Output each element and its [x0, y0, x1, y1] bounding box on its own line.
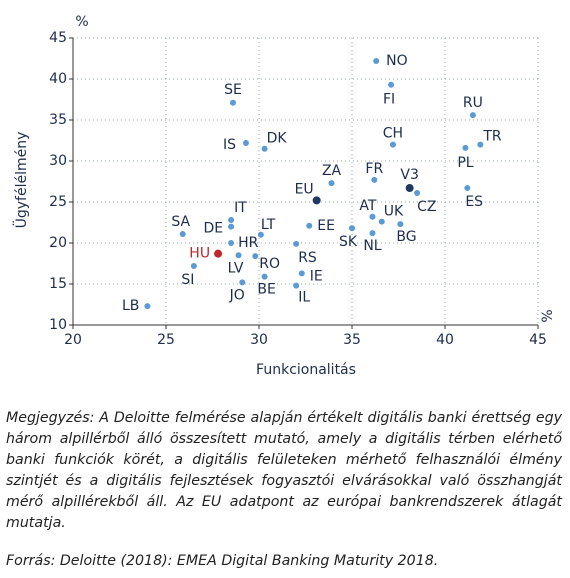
y-axis-label: Ügyfélélmény: [12, 132, 30, 229]
point: [293, 282, 300, 289]
point: [228, 240, 235, 246]
point: [228, 217, 235, 224]
point-label: SK: [339, 234, 358, 250]
point: [293, 240, 300, 247]
y-tick-label: 45: [49, 30, 67, 46]
point-label: ES: [465, 194, 483, 210]
point: [242, 139, 249, 146]
note: Megjegyzés: A Deloitte felmérése alapján…: [6, 410, 562, 531]
point-label: UK: [384, 204, 404, 220]
point: [477, 141, 484, 148]
y-tick-label: 25: [49, 194, 67, 210]
y-tick-label: 20: [49, 235, 67, 251]
point-label: HR: [238, 235, 259, 251]
point: [144, 303, 151, 310]
point-label: SI: [181, 272, 194, 288]
point-label: V3: [400, 167, 418, 183]
y-tick-label: 35: [49, 112, 67, 128]
point-label: RS: [298, 250, 317, 266]
point-label: BG: [396, 229, 416, 245]
point: [306, 222, 313, 229]
point: [228, 223, 235, 230]
x-tick-label: 30: [250, 332, 268, 348]
point-label: FR: [365, 161, 383, 177]
point: [389, 141, 396, 148]
point: [464, 185, 471, 192]
point: [469, 112, 476, 119]
point-label: JO: [229, 287, 245, 303]
point: [397, 221, 404, 228]
y-tick-label: 30: [49, 153, 67, 169]
x-tick-label: 20: [64, 332, 82, 348]
point-label: FI: [383, 92, 395, 108]
point-label: AT: [359, 198, 376, 214]
point: [179, 230, 186, 237]
source: Forrás: Deloitte (2018): EMEA Digital Ba…: [6, 553, 439, 569]
point: [414, 189, 421, 196]
x-unit: %: [540, 309, 556, 322]
point-label: EE: [317, 218, 335, 234]
point: [369, 213, 376, 220]
y-tick-label: 15: [49, 276, 67, 292]
point-label: DK: [267, 131, 288, 147]
point-label: TR: [482, 129, 502, 145]
point: [298, 270, 305, 277]
point: [239, 279, 246, 286]
point: [261, 145, 268, 152]
point: [369, 230, 376, 237]
point: [261, 273, 268, 280]
y-unit: %: [75, 14, 88, 30]
point: [328, 180, 335, 187]
point-label: LT: [261, 217, 276, 233]
x-tick-label: 45: [529, 332, 547, 348]
point-label: BE: [257, 282, 275, 298]
chart: Ügyfélélmény Funkcionalitás % % 10 15 20 25…: [12, 14, 556, 378]
point-label: DE: [203, 221, 223, 237]
point-label: IE: [310, 268, 323, 284]
point-label: PL: [457, 155, 473, 171]
point-label: RO: [259, 256, 280, 272]
point-label: NL: [363, 238, 381, 254]
point-label: NO: [386, 53, 408, 69]
point: [312, 196, 321, 205]
point-label: SE: [224, 82, 242, 98]
x-tick-label: 40: [436, 332, 454, 348]
point: [214, 249, 223, 258]
point-label: CH: [383, 126, 403, 142]
point-label: LV: [228, 260, 244, 276]
y-tick-label: 10: [49, 317, 67, 333]
point: [257, 231, 264, 238]
point-label: IS: [223, 137, 236, 153]
point-label: IT: [234, 200, 247, 216]
point-label: HU: [189, 246, 210, 262]
point: [388, 81, 395, 88]
point: [190, 262, 197, 269]
point-label: CZ: [417, 199, 436, 215]
x-tick-label: 35: [343, 332, 361, 348]
point: [235, 252, 242, 259]
point: [378, 218, 385, 225]
point: [229, 99, 236, 106]
point-label: ZA: [322, 163, 342, 179]
point: [349, 225, 355, 232]
x-tick-label: 25: [157, 332, 175, 348]
point-label: IL: [298, 290, 310, 306]
point: [371, 176, 378, 183]
point: [373, 57, 380, 64]
point-label: SA: [171, 214, 190, 230]
y-tick-label: 40: [49, 71, 67, 87]
point-label: LB: [122, 298, 139, 314]
point: [405, 184, 414, 193]
x-axis-label: Funkcionalitás: [256, 362, 356, 378]
point-label: RU: [463, 95, 483, 111]
point: [252, 253, 259, 260]
point: [462, 144, 469, 151]
point-label: EU: [295, 181, 314, 197]
